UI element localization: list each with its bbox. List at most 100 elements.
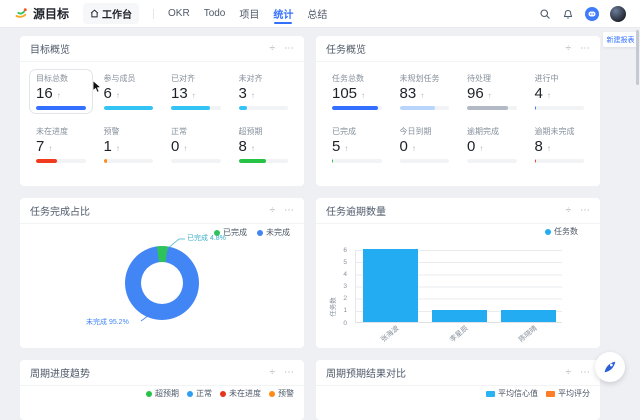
legend-未在进度[interactable]: 未在进度: [220, 388, 261, 399]
stat-目标总数[interactable]: 目标总数 16 ↑: [30, 70, 92, 113]
card-actions: ÷ ⋯: [269, 366, 295, 378]
more-icon[interactable]: ⋯: [580, 204, 590, 216]
resize-icon[interactable]: ÷: [565, 42, 572, 54]
more-icon[interactable]: ⋯: [284, 366, 294, 378]
search-icon[interactable]: [539, 8, 551, 20]
stat-已完成[interactable]: 已完成 5 ↑: [326, 123, 388, 166]
pie-label-done: 已完成 4.8%: [187, 235, 226, 242]
stat-参与成员[interactable]: 参与成员 6 ↑: [98, 70, 160, 113]
bar-李星辰[interactable]: [432, 309, 487, 322]
user-avatar[interactable]: [610, 5, 626, 22]
stat-label: 超预期: [238, 127, 263, 136]
stat-value: 1: [103, 138, 112, 155]
stat-已对齐[interactable]: 已对齐 13 ↑: [165, 70, 227, 113]
nav-tab-okr[interactable]: OKR: [168, 8, 190, 19]
quick-launch-button[interactable]: [595, 352, 625, 382]
bar-张海波[interactable]: [363, 249, 418, 322]
legend-预警[interactable]: 预警: [269, 388, 294, 399]
stat-未规划任务[interactable]: 未规划任务 83 ↑: [394, 70, 456, 113]
resize-icon[interactable]: ÷: [565, 366, 572, 378]
stat-预警[interactable]: 预警 1 ↑: [98, 123, 160, 166]
stat-label: 预警: [103, 127, 120, 136]
nav-tab-project[interactable]: 项目: [239, 10, 260, 21]
card-title: 周期预期结果对比: [326, 369, 406, 380]
stat-label: 未在进度: [36, 127, 68, 136]
stat-value: 8: [534, 138, 543, 155]
resize-icon[interactable]: ÷: [269, 204, 276, 216]
resize-icon[interactable]: ÷: [269, 366, 276, 378]
resize-icon[interactable]: ÷: [269, 42, 276, 54]
stat-待处理[interactable]: 待处理 96 ↑: [461, 70, 523, 113]
trend-legend: 超预期 正常 未在进度 预警: [146, 388, 294, 399]
stat-逾期完成[interactable]: 逾期完成 0 ↑: [461, 123, 523, 166]
stat-value: 7: [36, 138, 45, 155]
stat-label: 已对齐: [171, 74, 195, 83]
stat-逾期未完成[interactable]: 逾期未完成 8 ↑: [529, 123, 591, 166]
legend-label: 正常: [196, 389, 212, 398]
page-scrollbar[interactable]: [636, 30, 639, 85]
stat-正常[interactable]: 正常 0 ↑: [165, 123, 227, 166]
legend-已完成[interactable]: 已完成: [214, 227, 247, 238]
bell-icon[interactable]: [562, 8, 574, 20]
top-nav-bar: 源目标 工作台 OKR Todo 项目 统计 总结: [0, 0, 640, 28]
trend-up-icon: ↑: [487, 91, 492, 100]
nav-divider: [153, 8, 155, 19]
stat-label: 逾期未完成: [534, 127, 575, 136]
legend-label: 平均评分: [558, 389, 590, 398]
card-actions: ÷ ⋯: [269, 204, 295, 216]
stat-进行中[interactable]: 进行中 4 ↑: [529, 70, 591, 113]
nav-tab-statistics[interactable]: 统计: [273, 0, 293, 27]
nav-tab-workbench[interactable]: 工作台: [83, 3, 140, 24]
stat-未对齐[interactable]: 未对齐 3 ↑: [233, 70, 295, 113]
legend-平均信心值[interactable]: 平均信心值: [486, 388, 538, 399]
y-tick-3: 3: [343, 283, 347, 290]
card-title: 任务逾期数量: [326, 207, 386, 218]
nav-tab-summary[interactable]: 总结: [307, 10, 328, 21]
stat-label: 已完成: [332, 127, 356, 136]
new-report-tab[interactable]: 新建报表: [603, 32, 638, 47]
bar-陈晓晴[interactable]: [501, 309, 556, 322]
stat-超预期[interactable]: 超预期 8 ↑: [233, 123, 295, 166]
legend-正常[interactable]: 正常: [187, 388, 212, 399]
legend-超预期[interactable]: 超预期: [146, 388, 179, 399]
app-name: 源目标: [33, 7, 70, 21]
logo-icon: [15, 8, 27, 18]
stat-progress: [238, 159, 288, 163]
legend-平均评分[interactable]: 平均评分: [546, 388, 590, 399]
stat-今日到期[interactable]: 今日到期 0 ↑: [394, 123, 456, 166]
card-header: 目标概览 ÷ ⋯: [20, 36, 304, 62]
more-icon[interactable]: ⋯: [580, 42, 590, 54]
nav-tab-todo[interactable]: Todo: [203, 8, 226, 19]
card-actions: ÷ ⋯: [269, 42, 295, 54]
bar-plot: [355, 249, 562, 323]
header-actions: [539, 5, 626, 22]
stat-未在进度[interactable]: 未在进度 7 ↑: [30, 123, 92, 166]
trend-up-icon: ↑: [115, 91, 120, 100]
stat-label: 目标总数: [36, 74, 68, 83]
legend-任务数[interactable]: 任务数: [545, 226, 578, 237]
trend-up-icon: ↑: [115, 144, 120, 153]
more-icon[interactable]: ⋯: [580, 366, 590, 378]
app-logo[interactable]: 源目标: [14, 5, 69, 22]
legend-marker: [486, 390, 495, 397]
donut-chart[interactable]: [125, 246, 199, 320]
legend-未完成[interactable]: 未完成: [257, 227, 290, 238]
stat-progress: [36, 159, 86, 163]
stat-任务总数[interactable]: 任务总数 105 ↑: [326, 70, 388, 113]
task-stats-grid: 任务总数 105 ↑ 未规划任务 83 ↑ 待处理 96 ↑ 进行中 4 ↑ 已完成 5 ↑ 今日到期 0 ↑ 逾期…: [316, 62, 600, 174]
y-tick-4: 4: [343, 270, 347, 278]
more-icon[interactable]: ⋯: [284, 204, 294, 216]
more-icon[interactable]: ⋯: [284, 42, 294, 54]
stat-progress: [399, 159, 449, 163]
trend-up-icon: ↑: [183, 144, 188, 153]
bar-xlabels: 张海波 李星辰 陈晓晴: [355, 325, 562, 347]
legend-label: 任务数: [554, 227, 578, 236]
home-icon: [90, 9, 99, 18]
legend-marker: [545, 228, 551, 235]
trend-up-icon: ↑: [420, 91, 425, 100]
assistant-icon[interactable]: [585, 6, 599, 21]
stat-progress: [36, 106, 86, 110]
goal-stats-grid: 目标总数 16 ↑ 参与成员 6 ↑ 已对齐 13 ↑ 未对齐 3 ↑ 未在进度 7 ↑ 预警 1 ↑ 正常 0 ↑ 超预…: [20, 62, 304, 174]
card-header: 任务完成占比 ÷ ⋯: [20, 198, 304, 224]
resize-icon[interactable]: ÷: [565, 204, 572, 216]
